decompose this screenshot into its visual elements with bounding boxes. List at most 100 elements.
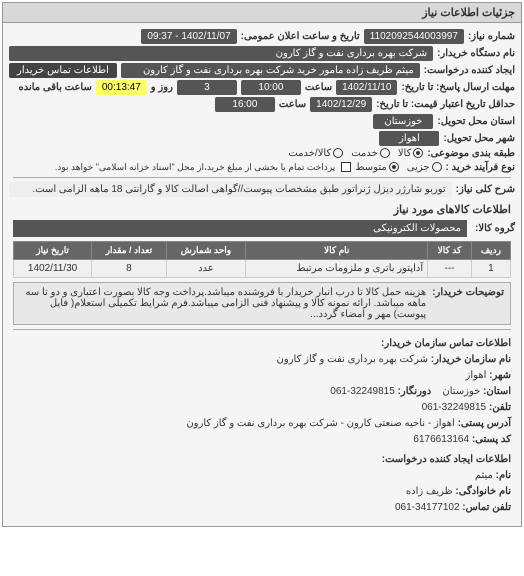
contact-phone: 34177102-061 bbox=[395, 502, 460, 513]
validity-time: 16:00 bbox=[215, 97, 275, 112]
radio-service[interactable]: خدمت bbox=[351, 148, 390, 159]
hours-remain: 00:13:47 bbox=[96, 80, 147, 95]
cell-qty: 8 bbox=[92, 260, 166, 278]
province-label: استان محل تحویل: bbox=[437, 116, 515, 127]
address-row: آدرس پستی: اهواز - ناحیه صنعتی کارون - ش… bbox=[13, 416, 511, 432]
contact-province-fax-row: استان: خوزستان دورنگار: 32249815-061 bbox=[13, 384, 511, 400]
radio-partial-label: جزیی bbox=[407, 162, 430, 173]
request-number-value: 1102092544003997 bbox=[364, 29, 464, 44]
row-province: استان محل تحویل: خوزستان bbox=[9, 114, 515, 129]
last-name: ظریف زاده bbox=[406, 486, 453, 497]
postal-row: کد پستی: 6176613164 bbox=[13, 432, 511, 448]
col-qty: تعداد / مقدار bbox=[92, 242, 166, 260]
days-remain: 3 bbox=[177, 80, 237, 95]
row-deadline-send: مهلت ارسال پاسخ: تا تاریخ: 1402/11/10 سا… bbox=[9, 80, 515, 95]
panel-body: شماره نیاز: 1102092544003997 تاریخ و ساع… bbox=[3, 23, 521, 526]
process-type-label: نوع فرآیند خرید : bbox=[446, 162, 515, 173]
radio-partial[interactable]: جزیی bbox=[407, 162, 442, 173]
row-creator: ایجاد کننده درخواست: میثم ظریف زاده مامو… bbox=[9, 63, 515, 78]
device-label: نام دستگاه خریدار: bbox=[437, 48, 515, 59]
phone-value: 32249815-061 bbox=[422, 402, 487, 413]
goods-table: ردیف کد کالا نام کالا واحد شمارش تعداد /… bbox=[13, 241, 511, 278]
contact-city-row: شهر: اهواز bbox=[13, 368, 511, 384]
radio-goods-service[interactable]: کالا/خدمت bbox=[288, 148, 343, 159]
hours-remain-suffix: ساعت باقی مانده bbox=[18, 82, 91, 93]
category-label: طبقه بندی موضوعی: bbox=[427, 148, 515, 159]
row-general-desc: شرح کلی نیاز: توربو شارژر دیزل ژنراتور ط… bbox=[9, 182, 515, 197]
req-creator-title: اطلاعات ایجاد کننده درخواست: bbox=[13, 452, 511, 468]
radio-dot-icon bbox=[380, 148, 390, 158]
row-request-number: شماره نیاز: 1102092544003997 تاریخ و ساع… bbox=[9, 29, 515, 44]
panel-title: جزئیات اطلاعات نیاز bbox=[3, 3, 521, 23]
row-validity: حداقل تاریخ اعتبار قیمت: تا تاریخ: 1402/… bbox=[9, 97, 515, 112]
row-device: نام دستگاه خریدار: شرکت بهره برداری نفت … bbox=[9, 46, 515, 61]
address-value: اهواز - ناحیه صنعتی کارون - شرکت بهره بر… bbox=[186, 418, 454, 429]
device-value: شرکت بهره برداری نفت و گاز کارون bbox=[9, 46, 433, 61]
general-desc-label: شرح کلی نیاز: bbox=[456, 184, 515, 195]
fax-label: دورنگار: bbox=[398, 386, 432, 397]
radio-dot-icon bbox=[389, 162, 399, 172]
cell-date: 1402/11/30 bbox=[14, 260, 92, 278]
row-process-type: نوع فرآیند خرید : جزیی متوسط پرداخت تمام… bbox=[9, 161, 515, 173]
postal-value: 6176613164 bbox=[413, 434, 469, 445]
radio-goods-service-label: کالا/خدمت bbox=[288, 148, 331, 159]
goods-group-label: گروه کالا: bbox=[475, 223, 515, 234]
buyer-notes-label: توضیحات خریدار: bbox=[432, 287, 504, 320]
first-name: میثم bbox=[475, 470, 493, 481]
postal-label: کد پستی: bbox=[472, 434, 511, 445]
main-panel: جزئیات اطلاعات نیاز شماره نیاز: 11020925… bbox=[2, 2, 522, 527]
process-radio-group: جزیی متوسط bbox=[355, 162, 441, 173]
validity-date: 1402/12/29 bbox=[310, 97, 372, 112]
radio-dot-icon bbox=[413, 148, 423, 158]
contact-section: اطلاعات تماس سازمان خریدار: نام سازمان خ… bbox=[13, 336, 511, 516]
col-date: تاریخ نیاز bbox=[14, 242, 92, 260]
divider bbox=[13, 177, 511, 178]
org-name-row: نام سازمان خریدار: شرکت بهره برداری نفت … bbox=[13, 352, 511, 368]
request-number-label: شماره نیاز: bbox=[468, 31, 515, 42]
col-code: کد کالا bbox=[428, 242, 472, 260]
goods-group-value: محصولات الکترونیکی bbox=[13, 220, 467, 237]
cell-unit: عدد bbox=[166, 260, 246, 278]
radio-dot-icon bbox=[432, 162, 442, 172]
first-name-row: نام: میثم bbox=[13, 468, 511, 484]
creator-value: میثم ظریف زاده مامور خرید شرکت بهره بردا… bbox=[121, 63, 420, 78]
general-desc-value: توربو شارژر دیزل ژنراتور طبق مشخصات پیوس… bbox=[9, 182, 452, 197]
goods-info-title: اطلاعات کالاهای مورد نیاز bbox=[13, 203, 511, 216]
table-row[interactable]: 1 --- آداپتور باتری و ملزومات مرتبط عدد … bbox=[14, 260, 511, 278]
time-label-2: ساعت bbox=[279, 99, 306, 110]
fax-value: 32249815-061 bbox=[330, 386, 395, 397]
contact-buyer-button[interactable]: اطلاعات تماس خریدار bbox=[9, 63, 117, 78]
province-value: خوزستان bbox=[373, 114, 433, 129]
contact-province: خوزستان bbox=[442, 386, 480, 397]
cell-row: 1 bbox=[471, 260, 510, 278]
table-header-row: ردیف کد کالا نام کالا واحد شمارش تعداد /… bbox=[14, 242, 511, 260]
last-name-row: نام خانوادگی: ظریف زاده bbox=[13, 484, 511, 500]
col-name: نام کالا bbox=[246, 242, 428, 260]
announce-value: 1402/11/07 - 09:37 bbox=[141, 29, 236, 44]
col-row: ردیف bbox=[471, 242, 510, 260]
radio-medium-label: متوسط bbox=[355, 162, 386, 173]
cell-code: --- bbox=[428, 260, 472, 278]
validity-label: حداقل تاریخ اعتبار قیمت: تا تاریخ: bbox=[376, 99, 515, 110]
process-checkbox[interactable] bbox=[339, 161, 351, 173]
address-label: آدرس پستی: bbox=[458, 418, 511, 429]
buyer-notes-box: توضیحات خریدار: هزینه حمل کالا تا درب ان… bbox=[13, 282, 511, 325]
city-label: شهر محل تحویل: bbox=[443, 133, 515, 144]
radio-goods-label: کالا bbox=[398, 148, 412, 159]
radio-goods[interactable]: کالا bbox=[398, 148, 424, 159]
deadline-send-date: 1402/11/10 bbox=[336, 80, 397, 95]
deadline-send-label: مهلت ارسال پاسخ: تا تاریخ: bbox=[401, 82, 515, 93]
contact-title: اطلاعات تماس سازمان خریدار: bbox=[13, 336, 511, 352]
contact-phone-row: تلفن تماس: 34177102-061 bbox=[13, 500, 511, 516]
divider bbox=[13, 329, 511, 330]
days-remain-suffix: روز و bbox=[151, 82, 173, 93]
checkbox-icon bbox=[341, 162, 351, 172]
radio-dot-icon bbox=[333, 148, 343, 158]
row-goods-group: گروه کالا: محصولات الکترونیکی bbox=[9, 218, 515, 239]
process-note: پرداخت تمام یا بخشی از مبلغ خرید،از محل … bbox=[55, 162, 335, 173]
phone-row: تلفن: 32249815-061 bbox=[13, 400, 511, 416]
deadline-send-time: 10:00 bbox=[241, 80, 301, 95]
last-name-label: نام خانوادگی: bbox=[455, 486, 511, 497]
radio-medium[interactable]: متوسط bbox=[355, 162, 398, 173]
contact-phone-label: تلفن تماس: bbox=[462, 502, 511, 513]
